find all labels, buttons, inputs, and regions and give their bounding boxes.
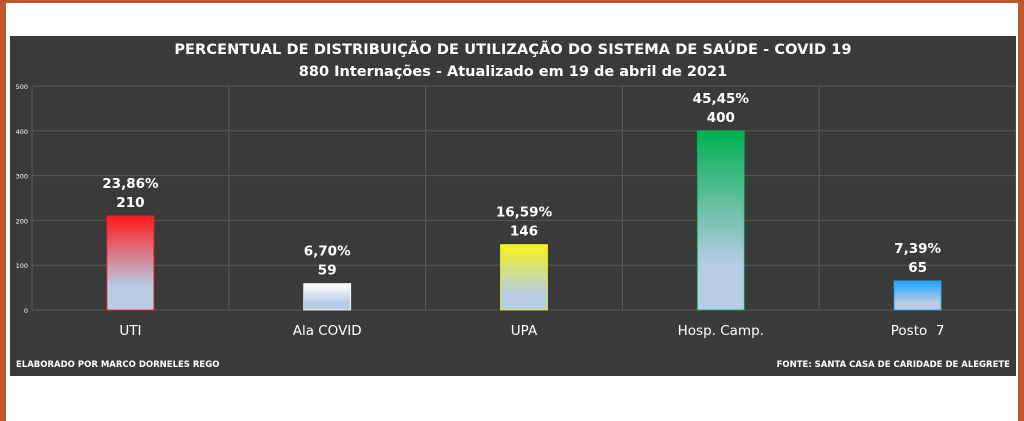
bar-4 xyxy=(893,280,942,311)
bar-value-label: 210 xyxy=(116,195,144,211)
bar-chart: 0 100 200 300 400 500 210 23,86% UTI 59 6,70% Ala C… xyxy=(16,83,1016,339)
category-label: Ala COVID xyxy=(293,323,362,339)
bar-3 xyxy=(696,130,745,311)
chart-title: PERCENTUAL DE DISTRIBUIÇÃO DE UTILIZAÇÃO… xyxy=(174,42,852,58)
frame-right-border xyxy=(1018,0,1024,421)
frame-top-border xyxy=(0,0,1024,3)
frame-left-border xyxy=(0,0,6,421)
bar-1 xyxy=(303,283,352,311)
y-tick-label: 500 xyxy=(16,83,28,91)
category-label: UTI xyxy=(119,323,141,339)
bar-0 xyxy=(106,215,155,311)
chart-panel: PERCENTUAL DE DISTRIBUIÇÃO DE UTILIZAÇÃO… xyxy=(10,36,1016,376)
category-label: Hosp. Camp. xyxy=(678,323,764,339)
bar-value-label: 146 xyxy=(510,224,538,240)
y-tick-label: 300 xyxy=(16,173,28,181)
y-tick-label: 100 xyxy=(16,262,28,270)
chart-subtitle: 880 Internações - Atualizado em 19 de ab… xyxy=(298,64,728,80)
bar-percent-label: 6,70% xyxy=(304,244,351,260)
bar-percent-label: 45,45% xyxy=(693,91,750,107)
bar-percent-label: 16,59% xyxy=(496,205,553,221)
bar-value-label: 400 xyxy=(707,110,735,126)
y-tick-label: 200 xyxy=(16,217,28,225)
source-credit: FONTE: SANTA CASA DE CARIDADE DE ALEGRET… xyxy=(776,360,1010,370)
bar-value-label: 65 xyxy=(908,260,927,276)
bar-percent-label: 23,86% xyxy=(102,176,159,192)
y-tick-label: 400 xyxy=(16,128,28,136)
bar-value-label: 59 xyxy=(318,263,337,279)
y-tick-label: 0 xyxy=(24,307,28,315)
bar-percent-label: 7,39% xyxy=(894,241,941,257)
bar-2 xyxy=(500,244,548,311)
category-label: Posto 7 xyxy=(891,323,945,339)
category-label: UPA xyxy=(511,323,538,339)
author-credit: ELABORADO POR MARCO DORNELES REGO xyxy=(16,360,220,370)
